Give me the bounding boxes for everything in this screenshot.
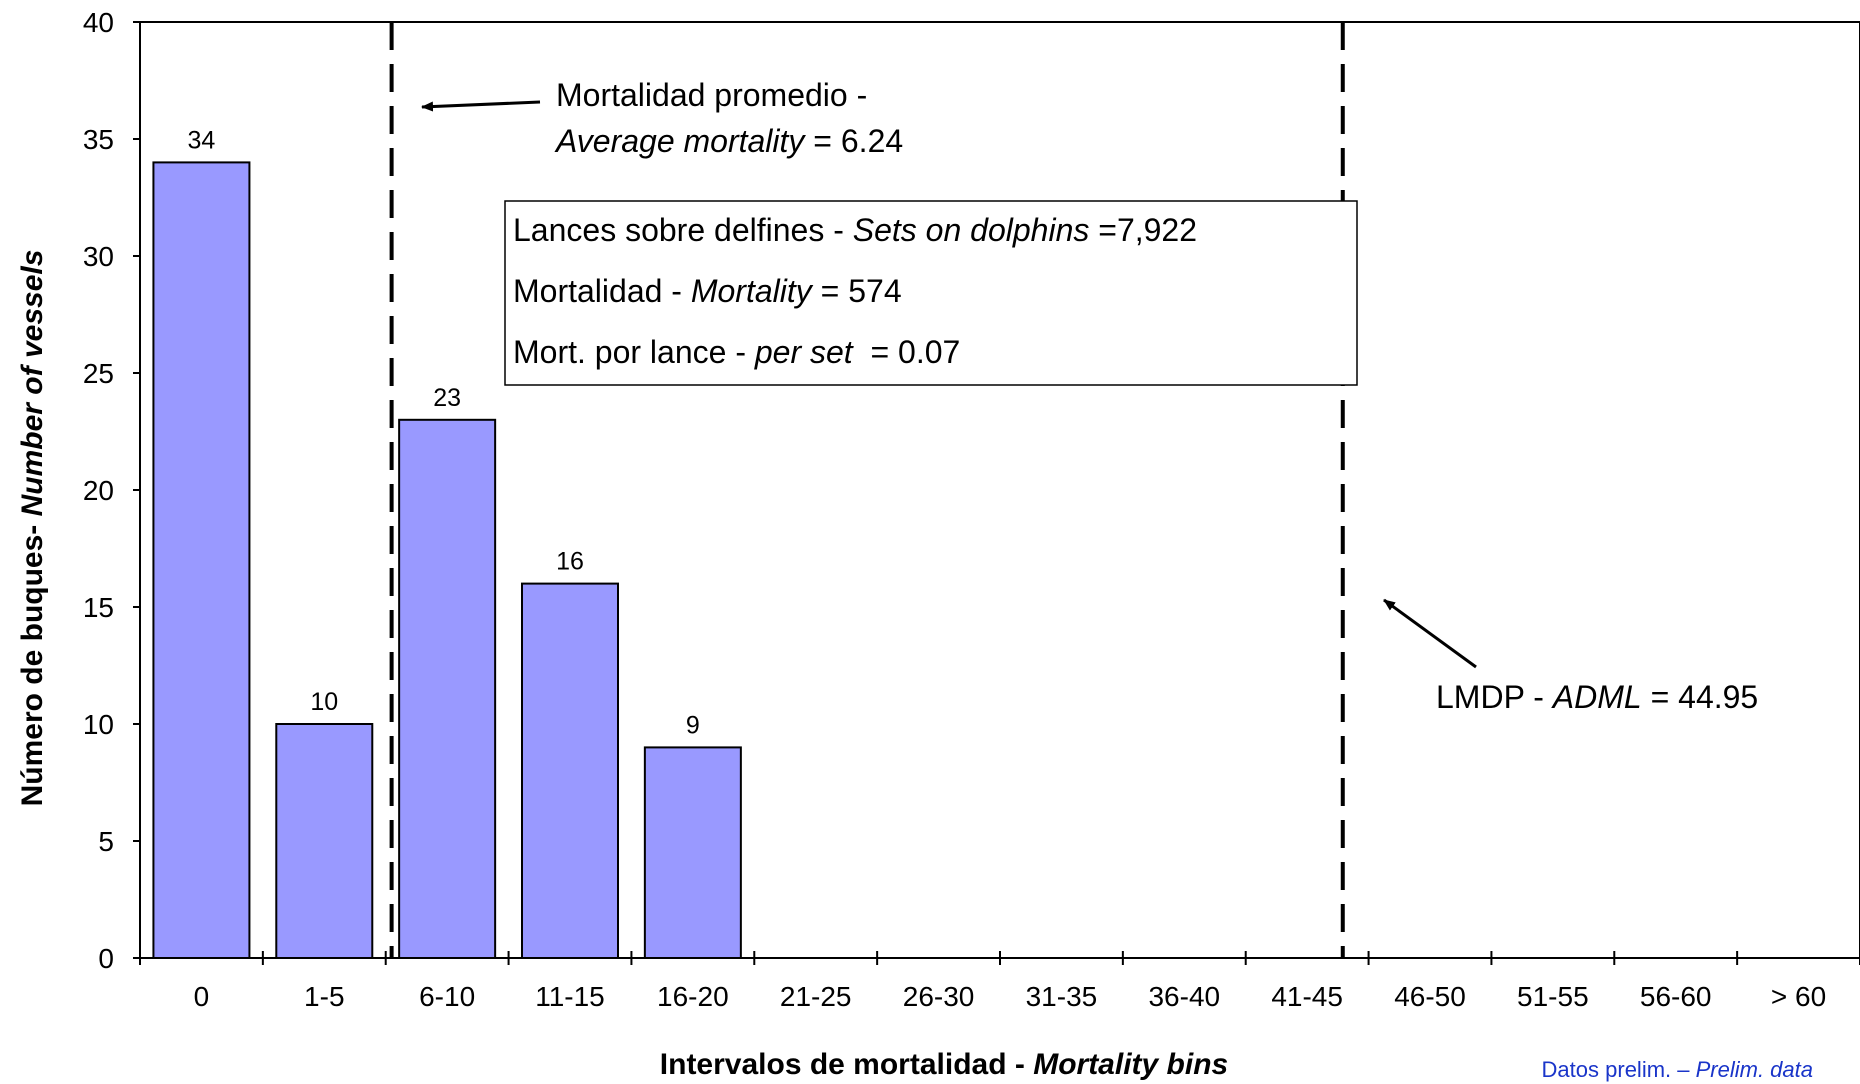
bar-value-label: 23 — [433, 384, 461, 412]
note-italic: Prelim. data — [1696, 1057, 1813, 1082]
stats-mortality-italic: Mortality — [691, 273, 814, 309]
y-tick-label: 0 — [98, 943, 114, 974]
average-mortality-label-value: = 6.24 — [804, 123, 903, 159]
stats-per-set-plain: Mort. por lance - — [513, 334, 755, 370]
stats-mortality: Mortalidad - Mortality = 574 — [513, 273, 902, 309]
y-tick-label: 25 — [83, 358, 114, 389]
x-tick-label: 21-25 — [780, 981, 852, 1012]
x-axis-title: Intervalos de mortalidad - Mortality bin… — [660, 1048, 1228, 1081]
y-tick-label: 30 — [83, 241, 114, 272]
note-plain: Datos prelim. – — [1542, 1057, 1696, 1082]
adml-label-value: = 44.95 — [1642, 679, 1759, 715]
stats-mortality-value: = 574 — [812, 273, 902, 309]
bars — [152, 161, 742, 960]
adml-arrow — [1383, 598, 1477, 669]
y-axis-ticks: 0 5 10 15 20 25 30 35 40 — [83, 7, 140, 974]
y-tick-label: 15 — [83, 592, 114, 623]
y-tick-label: 10 — [83, 709, 114, 740]
stats-per-set-value: = 0.07 — [853, 334, 961, 370]
x-tick-label: 56-60 — [1640, 981, 1712, 1012]
bar-value-label: 10 — [310, 688, 338, 716]
stats-mortality-per-set: Mort. por lance - per set = 0.07 — [513, 334, 960, 370]
y-axis-title-italic: Number of vessels — [16, 250, 49, 525]
adml-label-italic: ADML — [1551, 679, 1642, 715]
stats-sets-plain: Lances sobre delfines - — [513, 212, 853, 248]
stats-mortality-plain: Mortalidad - — [513, 273, 691, 309]
x-tick-label: 16-20 — [657, 981, 729, 1012]
x-tick-label: 41-45 — [1271, 981, 1343, 1012]
preliminary-data-note: Datos prelim. – Prelim. data — [1542, 1057, 1813, 1082]
x-tick-label: 6-10 — [419, 981, 475, 1012]
y-axis-title: Número de buques- Number of vessels — [16, 250, 49, 807]
stats-sets-on-dolphins: Lances sobre delfines - Sets on dolphins… — [513, 212, 1197, 248]
bar-value-label: 34 — [188, 126, 216, 154]
plot-frame — [139, 21, 1860, 959]
x-axis-title-italic: Mortality bins — [1033, 1048, 1228, 1081]
stats-per-set-italic: per set — [754, 334, 854, 370]
x-axis-ticks: 0 1-5 6-10 11-15 16-20 21-25 26-30 31-35 36-40 41… — [139, 951, 1860, 1012]
x-tick-label: 1-5 — [304, 981, 344, 1012]
stats-sets-value: =7,922 — [1089, 212, 1197, 248]
bar-1-5 — [275, 723, 374, 959]
x-tick-label: 36-40 — [1148, 981, 1220, 1012]
y-tick-label: 35 — [83, 124, 114, 155]
bar-11-15 — [521, 582, 619, 959]
y-axis-title-plain: Número de buques- — [16, 525, 49, 807]
x-tick-label: 46-50 — [1394, 981, 1466, 1012]
bar-0 — [152, 161, 251, 959]
y-tick-label: 40 — [83, 7, 114, 38]
average-mortality-label-line1: Mortalidad promedio - — [556, 77, 867, 113]
x-tick-label: 31-35 — [1026, 981, 1098, 1012]
bar-value-label: 9 — [686, 711, 700, 739]
x-tick-label: 51-55 — [1517, 981, 1589, 1012]
y-tick-label: 20 — [83, 475, 114, 506]
bar-value-label: 16 — [556, 548, 584, 576]
stats-box: Lances sobre delfines - Sets on dolphins… — [504, 200, 1358, 386]
x-tick-label: 11-15 — [535, 981, 605, 1012]
adml-annotation: LMDP - ADML = 44.95 — [1383, 598, 1758, 715]
x-tick-label: > 60 — [1771, 981, 1826, 1012]
average-mortality-annotation: Mortalidad promedio - Average mortality … — [421, 77, 903, 159]
average-mortality-arrow — [421, 100, 541, 112]
x-axis-title-plain: Intervalos de mortalidad - — [660, 1048, 1033, 1081]
bar-data-labels: 34 10 23 16 9 — [188, 126, 700, 739]
adml-label: LMDP - ADML = 44.95 — [1436, 679, 1758, 715]
average-mortality-label-line2: Average mortality = 6.24 — [554, 123, 903, 159]
x-tick-label: 0 — [194, 981, 210, 1012]
y-tick-label: 5 — [98, 826, 114, 857]
bar-6-10 — [398, 418, 497, 959]
x-tick-label: 26-30 — [903, 981, 975, 1012]
adml-label-plain: LMDP - — [1436, 679, 1553, 715]
stats-box-frame — [504, 200, 1358, 386]
bar-16-20 — [643, 746, 742, 960]
stats-sets-italic: Sets on dolphins — [853, 212, 1090, 248]
average-mortality-label-italic: Average mortality — [554, 123, 806, 159]
reference-lines — [389, 22, 1345, 958]
